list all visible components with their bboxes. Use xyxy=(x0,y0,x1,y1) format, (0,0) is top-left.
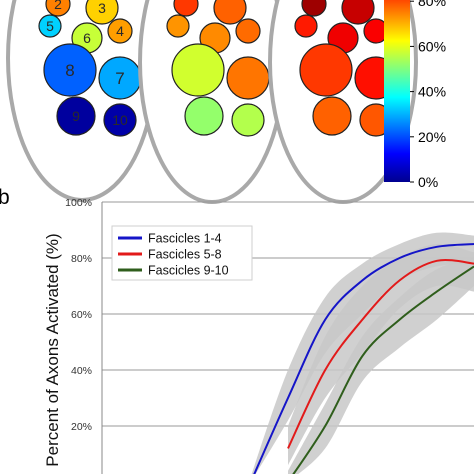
colorbar-tick-label: 80% xyxy=(418,0,446,9)
legend-label: Fascicles 1-4 xyxy=(148,232,222,246)
fascicle-number: 3 xyxy=(98,0,106,16)
fascicle-circle xyxy=(173,0,199,17)
fascicle-circle xyxy=(184,96,224,136)
colorbar: 80% 60% 40% 20% 0% xyxy=(384,0,446,190)
fascicle-circle xyxy=(231,103,265,137)
colorbar-tick-label: 60% xyxy=(418,38,446,54)
nerve-cross-section: 12345678910 xyxy=(6,0,158,202)
fascicle-circle xyxy=(56,96,96,136)
series-line xyxy=(287,258,474,449)
colorbar-gradient xyxy=(384,0,410,182)
nerve-cross-sections: 12345678910 xyxy=(6,0,418,204)
y-tick-label: 100% xyxy=(65,197,92,209)
series-lines xyxy=(253,243,474,474)
fascicle-number: 9 xyxy=(72,108,80,124)
variability-bands xyxy=(251,232,474,474)
nerve-cross-section xyxy=(268,0,418,204)
fascicle-circle xyxy=(38,14,62,38)
fascicle-number: 8 xyxy=(65,61,74,80)
fascicle-number: 7 xyxy=(115,69,124,88)
legend: Fascicles 1-4 Fascicles 5-8 Fascicles 9-10 xyxy=(111,225,253,281)
fascicle-circle xyxy=(294,14,318,38)
legend-label: Fascicles 9-10 xyxy=(148,264,229,278)
fascicle-number: 6 xyxy=(83,30,91,46)
panel-a-fascicle-maps: 12345678910 80%60%40%20%0% xyxy=(6,0,446,204)
fascicle-number: 5 xyxy=(46,18,54,34)
y-tick-label: 60% xyxy=(71,309,92,321)
fascicle-circle xyxy=(213,0,247,25)
y-tick-label: 40% xyxy=(71,365,92,377)
y-axis-label: Percent of Axons Activated (%) xyxy=(43,233,62,466)
fascicle-circle xyxy=(299,43,353,97)
fascicle-circle xyxy=(226,56,270,100)
colorbar-tick-label: 20% xyxy=(418,129,446,145)
fascicle-circle xyxy=(166,14,190,38)
colorbar-ticks: 80% 60% 40% 20% 0% xyxy=(410,0,446,190)
legend-label: Fascicles 5-8 xyxy=(148,248,222,262)
fascicle-circle xyxy=(107,18,133,44)
fascicle-number: 2 xyxy=(54,0,62,12)
colorbar-tick-label: 40% xyxy=(418,84,446,100)
fascicle-circle xyxy=(341,0,375,25)
fascicle-circle xyxy=(43,43,97,97)
colorbar-tick-label: 0% xyxy=(418,174,438,190)
y-tick-label: 20% xyxy=(71,421,92,433)
fascicle-circle xyxy=(235,18,261,44)
series-line xyxy=(253,243,474,474)
nerve-cross-section xyxy=(138,0,286,204)
fascicle-circle xyxy=(45,0,71,17)
fascicle-circle xyxy=(103,103,137,137)
y-tick-label: 80% xyxy=(71,253,92,265)
fascicle-number: 4 xyxy=(116,23,124,39)
fascicle-circle xyxy=(171,43,225,97)
fascicle-circle xyxy=(312,96,352,136)
series-line xyxy=(292,265,474,474)
fascicle-circle xyxy=(85,0,119,25)
legend-items: Fascicles 1-4 Fascicles 5-8 Fascicles 9-10 xyxy=(118,232,229,278)
panel-label-b: b xyxy=(0,186,10,209)
fascicle-circle xyxy=(301,0,327,17)
series-band xyxy=(288,258,474,474)
fascicle-number: 10 xyxy=(112,112,128,128)
activation-chart: 100% 80% 60% 40% 20% Percent of Axons Activa… xyxy=(43,197,474,474)
y-tick-labels: 100% 80% 60% 40% 20% xyxy=(65,197,92,433)
